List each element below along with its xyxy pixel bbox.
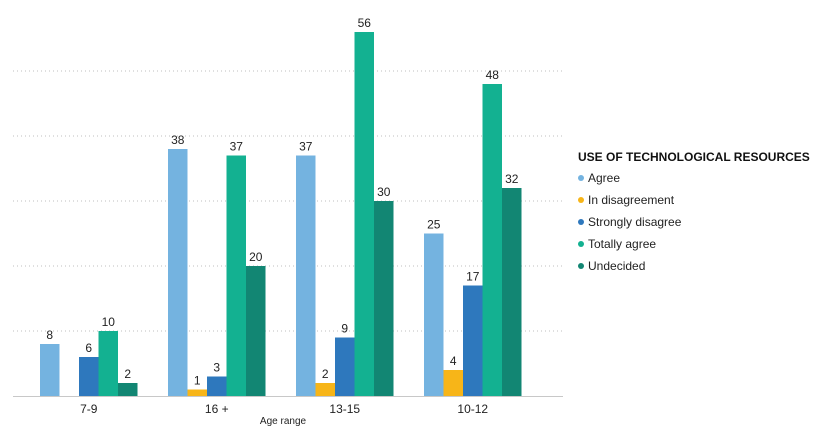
legend-swatch	[578, 219, 584, 225]
data-label-undecided: 32	[505, 172, 519, 186]
legend-swatch	[578, 241, 584, 247]
legend-item-in-disagreement: In disagreement	[578, 189, 834, 211]
data-label-agree: 38	[171, 133, 185, 147]
x-tick-label: 7-9	[80, 402, 98, 416]
data-label-totally-agree: 48	[486, 68, 500, 82]
bar-totally-agree	[98, 331, 118, 396]
data-label-in-disagreement: 4	[450, 354, 457, 368]
bar-undecided	[246, 266, 266, 396]
data-label-undecided: 30	[377, 185, 391, 199]
legend-item-undecided: Undecided	[578, 255, 834, 277]
legend-swatch	[578, 263, 584, 269]
legend-swatch	[578, 197, 584, 203]
data-label-undecided: 20	[249, 250, 263, 264]
legend-label: Undecided	[588, 259, 646, 273]
data-label-strongly-disagree: 17	[466, 270, 480, 284]
bar-in-disagreement	[187, 389, 207, 396]
x-tick-label: 13-15	[329, 402, 360, 416]
legend-item-strongly-disagree: Strongly disagree	[578, 211, 834, 233]
legend-item-totally-agree: Totally agree	[578, 233, 834, 255]
data-label-strongly-disagree: 3	[213, 361, 220, 375]
x-axis-label: Age range	[260, 416, 307, 427]
data-labels: 8 6 10 2 38 13 37 20 37 2 9 56 30 25 4 17 48 32	[46, 16, 518, 388]
bars	[40, 32, 522, 396]
bar-agree	[40, 344, 60, 396]
legend-label: Totally agree	[588, 237, 657, 251]
bar-strongly-disagree	[463, 285, 483, 396]
bar-agree	[296, 155, 316, 396]
data-label-totally-agree: 56	[358, 16, 372, 30]
bar-agree	[424, 233, 444, 396]
x-tick-labels: 7-9 16 + 13-15 10-12	[80, 402, 488, 416]
data-label-agree: 8	[46, 328, 53, 342]
data-label-totally-agree: 37	[230, 140, 244, 154]
bar-agree	[168, 149, 188, 396]
bar-undecided	[118, 383, 138, 396]
bar-undecided	[502, 188, 522, 396]
data-label-totally-agree: 10	[102, 315, 116, 329]
legend-item-agree: Agree	[578, 167, 834, 189]
bar-totally-agree	[226, 155, 246, 396]
data-label-in-disagreement: 2	[322, 367, 329, 381]
bar-in-disagreement	[315, 383, 335, 396]
bar-strongly-disagree	[335, 337, 355, 396]
data-label-strongly-disagree: 6	[85, 341, 92, 355]
bar-in-disagreement	[443, 370, 463, 396]
data-label-strongly-disagree: 9	[341, 322, 348, 336]
bar-strongly-disagree	[79, 357, 99, 396]
legend-label: Strongly disagree	[588, 215, 682, 229]
legend-label: In disagreement	[588, 193, 675, 207]
legend-label: Agree	[588, 171, 621, 185]
legend-items: Agree In disagreement Strongly disagree Tot…	[578, 167, 834, 277]
data-label-agree: 37	[299, 140, 313, 154]
bar-undecided	[374, 201, 394, 396]
x-tick-label: 10-12	[457, 402, 488, 416]
legend-swatch	[578, 175, 584, 181]
x-tick-label: 16 +	[205, 402, 229, 416]
bar-strongly-disagree	[207, 376, 227, 396]
legend: USE OF TECHNOLOGICAL RESOURCES Agree In d…	[578, 150, 834, 277]
data-label-agree: 25	[427, 218, 441, 232]
data-label-undecided: 2	[124, 367, 131, 381]
bar-totally-agree	[354, 32, 374, 396]
bar-totally-agree	[482, 84, 502, 396]
data-label-in-disagreement: 1	[194, 374, 201, 388]
legend-title: USE OF TECHNOLOGICAL RESOURCES	[578, 150, 810, 164]
